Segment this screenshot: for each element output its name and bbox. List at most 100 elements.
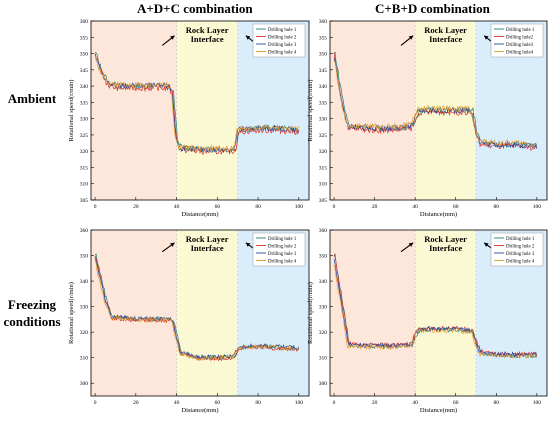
series-line-4 [333,264,538,359]
y-tick-label: 320 [319,330,328,336]
row-label-word: Freezing [7,297,57,312]
y-tick-label: 350 [80,254,89,260]
y-tick-label: 320 [80,330,89,336]
y-tick-label: 355 [80,35,89,41]
x-tick-label: 0 [333,204,336,210]
y-tick-label: 310 [80,356,89,362]
y-tick-label: 310 [319,356,328,362]
y-tick-label: 340 [80,84,89,90]
x-tick-label: 40 [412,204,418,210]
series-line-4 [333,60,538,148]
annotation-interface: Interface [429,34,462,44]
x-tick-label: 0 [94,204,97,210]
y-axis-label: Rotational speed(r/min) [307,80,314,142]
zone-2 [176,21,238,200]
x-tick-label: 100 [533,204,542,210]
x-tick-label: 60 [215,400,221,406]
legend-entry-1: Drilling hole 1 [268,28,297,33]
legend-entry-4: Drilling hole 4 [268,50,297,55]
x-tick-label: 20 [133,204,139,210]
y-tick-label: 340 [80,279,89,285]
zone-1 [91,230,177,396]
y-axis-label: Rotational speed(r/min) [68,80,75,142]
column-title-1: A+D+C combination [137,1,253,16]
axes-frame [90,20,310,201]
annotation-interface: Interface [191,243,224,253]
legend-entry-4: Drilling hole4 [506,50,534,55]
annotation-rock-layer: Rock Layer [424,234,467,244]
zone-2 [415,230,477,396]
annotation-rock-layer: Rock Layer [186,234,229,244]
zone-2 [176,230,238,396]
legend-entry-4: Drilling hole 4 [506,259,535,264]
series-line-4 [94,55,300,153]
annotation-rock-layer: Rock Layer [186,25,229,35]
y-axis-label: Rotational speed(r/min) [68,282,75,344]
y-tick-label: 360 [319,19,328,25]
arrow-head-2 [484,35,489,40]
row-label-word: conditions [3,314,61,329]
legend: Drilling hole 1 Drilling hole 2 Drilling h… [490,232,544,267]
x-tick-label: 40 [174,400,180,406]
arrow-head-2 [245,35,251,40]
axes-frame [329,229,548,397]
y-tick-label: 325 [80,133,89,139]
x-tick-label: 20 [372,204,378,210]
chart-panel-1: 0 20 40 60 80 100 305 310 315 320 325 330 335 340 345 3… [68,19,310,218]
y-tick-label: 330 [319,305,328,311]
legend-entry-2: Drilling hole 2 [268,35,297,40]
axes-frame [329,20,548,201]
legend-entry-3: Drilling hole3 [506,43,534,48]
legend: Drilling hole 1 Drilling hole2 Drilling ho… [490,23,544,58]
annotation-interface: Interface [191,34,224,44]
y-tick-label: 360 [80,19,89,25]
y-tick-label: 310 [80,182,89,188]
x-tick-label: 20 [372,400,378,406]
y-tick-label: 305 [80,198,89,204]
arrow-head-1 [408,242,414,247]
y-tick-label: 330 [80,117,89,123]
legend: Drilling hole 1 Drilling hole 2 Drilling h… [252,232,306,267]
y-tick-label: 345 [319,68,328,74]
arrow-head-2 [484,242,489,247]
y-tick-label: 310 [319,182,328,188]
legend-entry-2: Drilling hole 2 [506,244,535,249]
y-tick-label: 315 [319,165,328,171]
x-tick-label: 100 [533,400,542,406]
column-title-2: C+B+D combination [375,1,490,16]
legend-entry-3: Drilling hole 3 [268,252,297,257]
y-tick-label: 360 [80,228,89,234]
legend-entry-4: Drilling hole 4 [268,259,297,264]
chart-panel-2: 0 20 40 60 80 100 305 310 315 320 325 330 335 340 345 3… [307,19,548,218]
y-tick-label: 340 [319,84,328,90]
x-tick-label: 100 [295,204,304,210]
legend-entry-2: Drilling hole2 [506,35,534,40]
x-tick-label: 0 [333,400,336,406]
series-line-3 [94,53,300,153]
arrow-head-1 [170,35,175,40]
x-tick-label: 40 [174,204,180,210]
legend-entry-1: Drilling hole 1 [506,28,535,33]
arrow-head-1 [408,35,414,40]
y-tick-label: 350 [319,52,328,58]
row-label-freezing: Freezing conditions [0,296,64,330]
y-axis-label: Rotational speed(r/min) [307,282,314,344]
x-axis-label: Distance(mm) [420,407,457,414]
x-tick-label: 20 [133,400,139,406]
y-tick-label: 350 [80,52,89,58]
x-tick-label: 80 [255,204,261,210]
legend-entry-3: Drilling hole 3 [506,252,535,257]
y-tick-label: 300 [80,381,89,387]
y-tick-label: 315 [80,165,89,171]
x-axis-label: Distance(mm) [181,407,218,414]
y-tick-label: 355 [319,35,328,41]
y-tick-label: 305 [319,198,328,204]
chart-panel-4: 0 20 40 60 80 100 300 310 320 330 340 350 360 Distanc… [307,228,548,414]
legend-entry-2: Drilling hole 2 [268,244,297,249]
arrow-head-2 [245,242,251,247]
legend: Drilling hole 1 Drilling hole 2 Drilling h… [252,23,306,58]
y-tick-label: 330 [319,117,328,123]
x-tick-label: 80 [494,400,500,406]
x-axis-label: Distance(mm) [181,211,218,218]
